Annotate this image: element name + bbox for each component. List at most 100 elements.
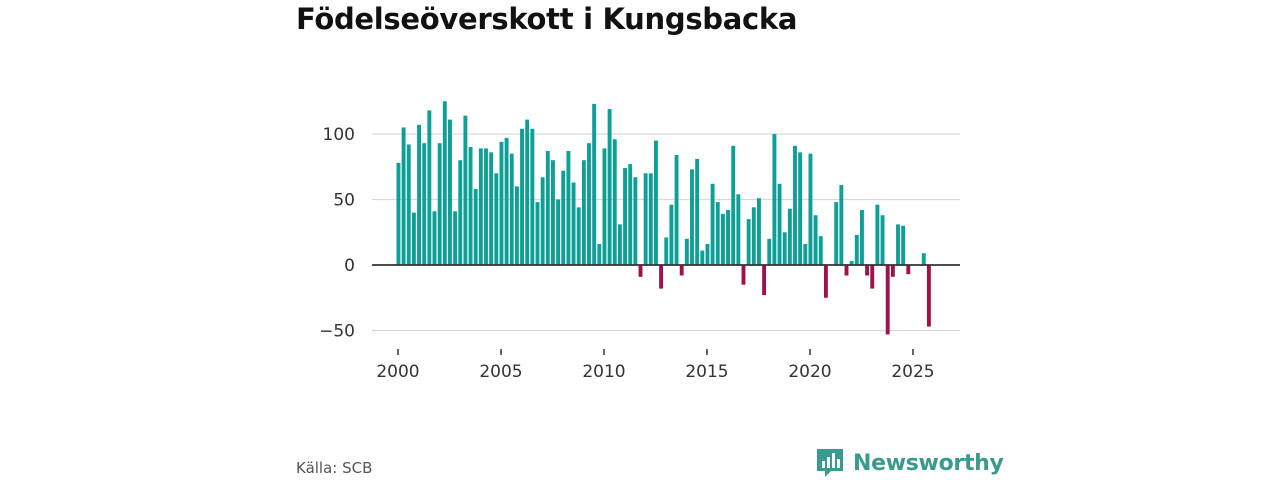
- x-tick-label: 2000: [376, 362, 419, 382]
- bar: [803, 244, 808, 265]
- bar: [628, 164, 633, 265]
- bar: [489, 152, 494, 265]
- bar: [875, 204, 880, 265]
- bar: [746, 219, 751, 265]
- newsworthy-logo[interactable]: Newsworthy: [815, 447, 1004, 479]
- bar: [818, 236, 823, 265]
- bar: [504, 137, 509, 265]
- bar: [659, 265, 664, 289]
- bar: [525, 119, 530, 265]
- bar: [551, 160, 555, 265]
- bar: [834, 202, 839, 265]
- bar: [499, 141, 504, 265]
- bar: [762, 265, 767, 296]
- bar: [849, 261, 854, 265]
- bar: [442, 101, 447, 265]
- bar: [535, 202, 540, 265]
- bar: [793, 145, 797, 265]
- bar: [757, 198, 761, 265]
- bar: [581, 160, 586, 265]
- bar: [690, 169, 694, 265]
- bar: [751, 207, 756, 265]
- bar: [453, 211, 458, 265]
- bar: [726, 209, 730, 265]
- bar: [602, 148, 607, 265]
- bar: [587, 143, 591, 265]
- bar: [674, 154, 679, 265]
- bar: [896, 224, 900, 265]
- bar: [854, 234, 859, 265]
- bar: [710, 183, 715, 265]
- bar: [885, 265, 890, 335]
- bar: [860, 209, 864, 265]
- y-tick-label: 100: [323, 125, 355, 145]
- bar: [679, 265, 684, 276]
- bar: [921, 253, 926, 265]
- bar: [684, 238, 689, 265]
- bar: [437, 143, 442, 265]
- x-axis-tick-labels: 2000 2005 2010 2015 2020 2025: [376, 349, 935, 382]
- x-tick-label: 2010: [582, 362, 625, 382]
- y-tick-label: 0: [344, 256, 355, 276]
- bar: [906, 265, 911, 275]
- bar: [520, 128, 524, 265]
- bar: [556, 199, 561, 265]
- bar: [494, 173, 499, 265]
- bar: [478, 148, 483, 265]
- bar: [731, 145, 736, 265]
- y-tick-label: −50: [319, 322, 355, 342]
- bar: [468, 147, 473, 265]
- bar: [545, 151, 550, 265]
- bar: [597, 244, 602, 265]
- bar: [458, 160, 463, 265]
- bar: [484, 148, 488, 265]
- bar: [540, 177, 545, 265]
- bar: [865, 265, 870, 276]
- x-tick-label: 2005: [479, 362, 522, 382]
- bar: [514, 186, 519, 265]
- bar: [406, 144, 411, 265]
- y-tick-label: 50: [333, 191, 355, 211]
- bar: [592, 103, 597, 266]
- bar: [576, 207, 581, 265]
- bar: [401, 127, 406, 265]
- bar: [823, 265, 828, 298]
- bar: [772, 134, 777, 265]
- bar: [473, 189, 478, 265]
- bar: [715, 202, 720, 265]
- bar: [643, 173, 648, 265]
- bar: [422, 143, 427, 265]
- bar: [396, 162, 401, 265]
- bar: [633, 177, 638, 265]
- newsworthy-bar-chart-icon: [817, 449, 843, 477]
- x-tick-label: 2025: [891, 362, 934, 382]
- bar: [798, 152, 803, 265]
- bar: [638, 265, 643, 277]
- bar: [571, 182, 576, 265]
- bar: [880, 215, 885, 265]
- bar: [720, 213, 725, 265]
- bar: [417, 124, 421, 265]
- bar: [648, 173, 653, 265]
- bar: [654, 140, 658, 265]
- bar: [695, 158, 700, 265]
- bar: [566, 151, 571, 265]
- bar: [432, 211, 437, 265]
- bar: [561, 170, 566, 265]
- bar: [607, 109, 612, 265]
- bar: [700, 250, 705, 265]
- brand-name: Newsworthy: [853, 450, 1004, 476]
- y-axis-tick-labels: −50 0 50 100: [319, 125, 355, 342]
- chart-title: Födelseöverskott i Kungsbacka: [296, 2, 798, 36]
- bar: [612, 139, 617, 265]
- bar: [530, 128, 535, 265]
- bar-series: [372, 101, 960, 335]
- bar: [813, 215, 818, 265]
- bar: [669, 204, 674, 265]
- x-tick-label: 2020: [788, 362, 831, 382]
- bar: [427, 110, 432, 265]
- bar: [623, 168, 627, 265]
- bar: [617, 224, 622, 265]
- bar: [741, 265, 746, 285]
